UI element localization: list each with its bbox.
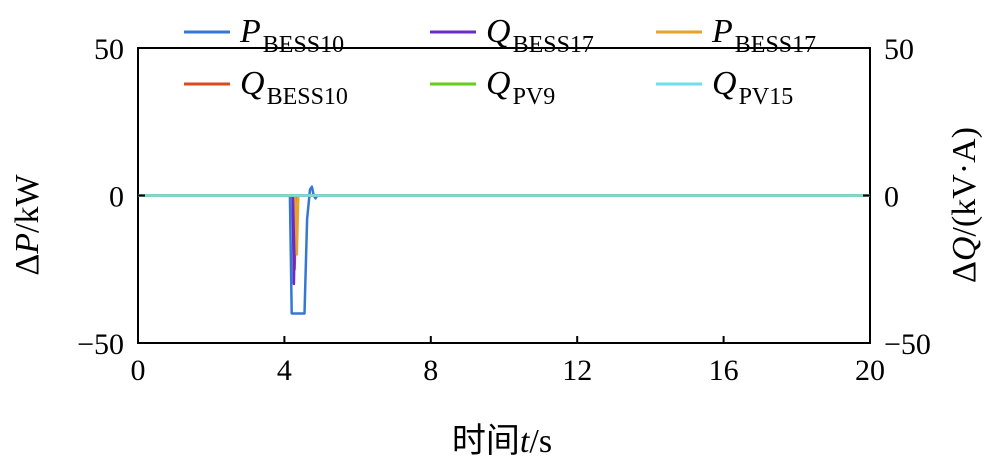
series-line-q-bess10: [138, 194, 870, 271]
series-line-p-bess10: [138, 185, 870, 315]
x-tick-label: 16: [709, 354, 739, 387]
x-tick-label: 20: [855, 354, 885, 387]
x-tick-label: 12: [562, 354, 592, 387]
legend-item-p-bess10: PBESS10: [184, 13, 344, 58]
y-axis-label-right: ΔQ/(kV·A): [946, 127, 983, 283]
legend-label: QPV9: [486, 65, 555, 110]
x-tick-label: 0: [131, 354, 146, 387]
legend-item-q-pv15: QPV15: [656, 65, 793, 110]
series-line-q-bess17: [138, 194, 870, 286]
y-tick-label-right: 50: [884, 33, 914, 66]
legend-item-p-bess17: PBESS17: [656, 13, 816, 58]
legend-label: PBESS10: [239, 13, 344, 58]
legend-item-q-pv9: QPV9: [430, 65, 555, 110]
y-tick-label-left: 0: [109, 181, 124, 214]
legend: PBESS10 QBESS17 PBESS17 QBESS10 QPV9 QPV15: [184, 13, 816, 110]
y-tick-label-left: 50: [94, 33, 124, 66]
x-axis-label: 时间t/s: [452, 423, 552, 460]
series-line-p-bess17: [138, 194, 870, 256]
y-tick-label-right: 0: [884, 181, 899, 214]
series-layer: [138, 185, 870, 315]
y-tick-label-left: −50: [77, 328, 124, 361]
legend-label: QPV15: [712, 65, 793, 110]
x-tick-label: 4: [277, 354, 292, 387]
x-tick-label: 8: [423, 354, 438, 387]
y-axis-label-left: ΔP/kW: [9, 173, 46, 275]
legend-label: PBESS17: [711, 13, 816, 58]
legend-label: QBESS17: [486, 13, 594, 58]
legend-item-q-bess10: QBESS10: [184, 65, 348, 110]
y-tick-label-right: −50: [884, 328, 931, 361]
legend-label: QBESS10: [240, 65, 348, 110]
legend-item-q-bess17: QBESS17: [430, 13, 594, 58]
